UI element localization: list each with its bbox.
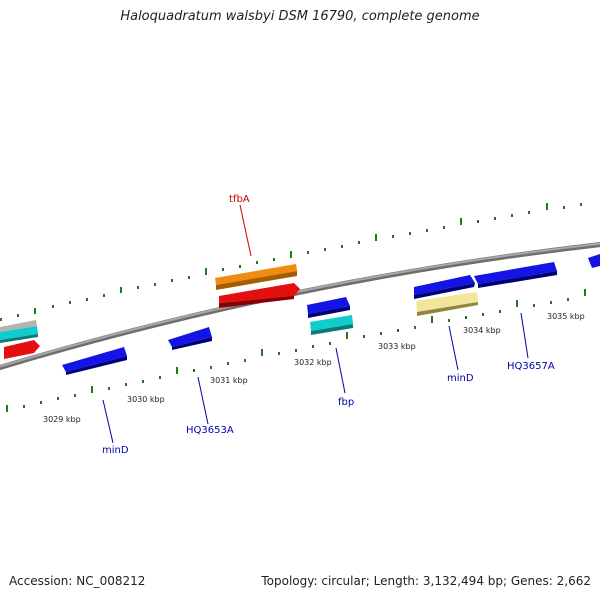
gene-label-minD-left[interactable]: minD [102,445,129,456]
gene-label-tfbA[interactable]: tfbA [229,194,250,205]
upper-tick-row [0,203,582,321]
kbp-label: 3033 kbp [378,342,416,351]
gene-feature-left-cyan[interactable] [0,326,38,343]
gene-feature-left-red[interactable] [4,340,40,359]
gene-feature-edge-blue[interactable] [588,254,600,268]
kbp-label: 3034 kbp [463,326,501,335]
kbp-label: 3035 kbp [547,312,585,321]
kbp-label: 3030 kbp [127,395,165,404]
gene-feature-minD-right[interactable] [414,275,475,299]
kbp-label: 3032 kbp [294,358,332,367]
kbp-label: 3029 kbp [43,415,81,424]
gene-label-hq3653a[interactable]: HQ3653A [186,425,234,436]
genome-backbone-highlight [0,242,600,368]
kbp-label: 3031 kbp [210,376,248,385]
gene-feature-yellow[interactable] [416,292,478,316]
gene-label-minD-right[interactable]: minD [447,373,474,384]
gene-feature-minD-left[interactable] [62,347,127,375]
gene-label-hq3657a[interactable]: HQ3657A [507,361,555,372]
gene-feature-hq3653a[interactable] [168,327,212,350]
lower-tick-row [6,289,586,412]
gene-feature-red-upper[interactable] [219,283,300,308]
gene-feature-hq3657a[interactable] [474,262,557,288]
genome-summary-text: Topology: circular; Length: 3,132,494 bp… [261,574,591,588]
gene-feature-tfbA[interactable] [215,264,297,290]
gene-feature-fbp-blue[interactable] [307,297,350,318]
label-callouts [102,204,529,444]
gene-feature-cyan-mid[interactable] [310,315,353,335]
accession-text: Accession: NC_008212 [9,574,146,588]
map-title: Haloquadratum walsbyi DSM 16790, complet… [120,9,480,24]
genome-backbone [0,242,600,371]
gene-feature-left-gray[interactable] [0,320,37,332]
gene-label-fbp[interactable]: fbp [338,397,354,408]
kbp-labels: 3029 kbp 3030 kbp 3031 kbp 3032 kbp 3033… [43,312,585,424]
